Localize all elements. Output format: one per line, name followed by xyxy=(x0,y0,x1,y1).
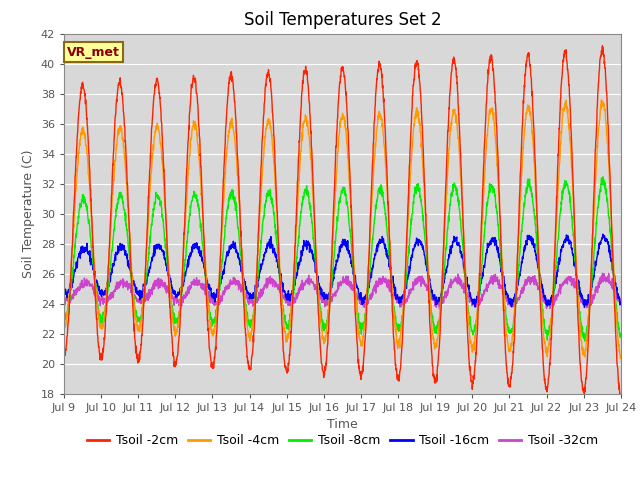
Tsoil -8cm xyxy=(358,324,366,330)
Tsoil -16cm xyxy=(504,292,512,298)
Tsoil -32cm xyxy=(371,286,378,291)
Tsoil -32cm xyxy=(60,299,68,304)
Line: Tsoil -8cm: Tsoil -8cm xyxy=(64,177,621,341)
Tsoil -4cm xyxy=(617,355,625,361)
Tsoil -8cm xyxy=(60,314,68,320)
Tsoil -2cm xyxy=(358,368,366,374)
Tsoil -32cm xyxy=(598,270,606,276)
Tsoil -4cm xyxy=(371,155,378,161)
Tsoil -16cm xyxy=(584,297,591,303)
Tsoil -2cm xyxy=(216,280,223,286)
Tsoil -8cm xyxy=(599,174,607,180)
Tsoil -8cm xyxy=(584,323,591,329)
Tsoil -4cm xyxy=(617,353,625,359)
Line: Tsoil -32cm: Tsoil -32cm xyxy=(64,273,621,310)
Tsoil -32cm xyxy=(358,298,366,303)
Tsoil -8cm xyxy=(504,325,512,331)
Tsoil -8cm xyxy=(581,338,589,344)
Tsoil -16cm xyxy=(358,301,366,307)
Legend: Tsoil -2cm, Tsoil -4cm, Tsoil -8cm, Tsoil -16cm, Tsoil -32cm: Tsoil -2cm, Tsoil -4cm, Tsoil -8cm, Tsoi… xyxy=(82,429,603,452)
Tsoil -2cm xyxy=(504,375,512,381)
Tsoil -2cm xyxy=(583,362,591,368)
Tsoil -16cm xyxy=(371,256,378,262)
Tsoil -4cm xyxy=(583,336,591,342)
Line: Tsoil -4cm: Tsoil -4cm xyxy=(64,100,621,358)
Tsoil -32cm xyxy=(617,301,625,307)
Tsoil -2cm xyxy=(371,118,378,123)
Tsoil -4cm xyxy=(358,341,366,347)
Tsoil -32cm xyxy=(504,299,512,305)
Tsoil -16cm xyxy=(617,300,625,306)
Tsoil -32cm xyxy=(568,283,575,288)
Tsoil -8cm xyxy=(617,330,625,336)
Line: Tsoil -16cm: Tsoil -16cm xyxy=(64,234,621,308)
Tsoil -8cm xyxy=(216,288,223,294)
X-axis label: Time: Time xyxy=(327,418,358,431)
Tsoil -4cm xyxy=(598,97,605,103)
Tsoil -32cm xyxy=(585,307,593,312)
Tsoil -4cm xyxy=(568,164,575,169)
Tsoil -8cm xyxy=(568,212,575,218)
Tsoil -16cm xyxy=(60,290,68,296)
Tsoil -32cm xyxy=(216,298,223,304)
Tsoil -16cm xyxy=(568,245,575,251)
Tsoil -2cm xyxy=(598,43,606,48)
Tsoil -2cm xyxy=(60,349,68,355)
Tsoil -2cm xyxy=(617,394,625,400)
Text: VR_met: VR_met xyxy=(67,46,120,59)
Tsoil -4cm xyxy=(216,275,223,281)
Tsoil -32cm xyxy=(583,303,591,309)
Tsoil -4cm xyxy=(504,341,512,347)
Tsoil -16cm xyxy=(580,305,588,311)
Tsoil -8cm xyxy=(371,216,378,221)
Tsoil -2cm xyxy=(568,140,575,145)
Title: Soil Temperatures Set 2: Soil Temperatures Set 2 xyxy=(244,11,441,29)
Tsoil -16cm xyxy=(599,231,607,237)
Line: Tsoil -2cm: Tsoil -2cm xyxy=(64,46,621,397)
Tsoil -4cm xyxy=(60,325,68,331)
Y-axis label: Soil Temperature (C): Soil Temperature (C) xyxy=(22,149,35,278)
Tsoil -16cm xyxy=(216,286,223,291)
